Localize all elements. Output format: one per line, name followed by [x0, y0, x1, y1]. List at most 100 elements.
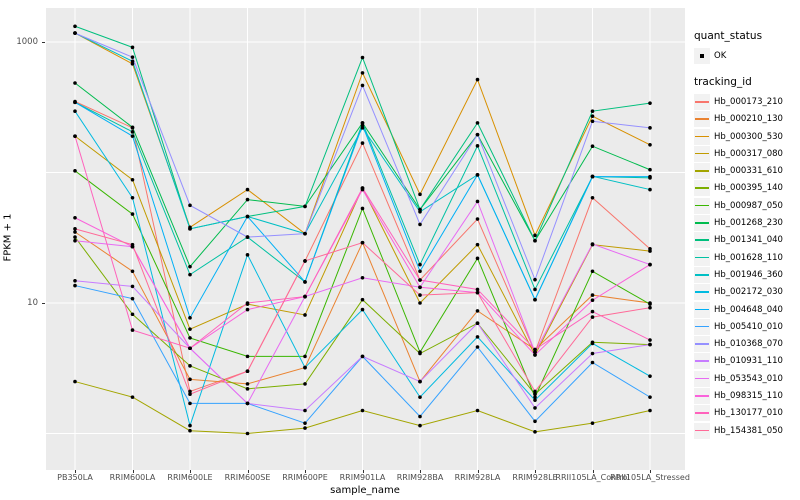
- data-point: [533, 353, 537, 357]
- legend-item-label: Hb_000173_210: [714, 96, 783, 107]
- legend-key-box: [694, 232, 710, 249]
- data-point: [648, 305, 652, 310]
- data-point: [590, 114, 595, 119]
- data-point: [590, 174, 595, 179]
- data-point: [533, 406, 537, 410]
- legend-key-box: [694, 180, 710, 197]
- data-point: [590, 144, 595, 149]
- legend-item-label: Hb_000317_080: [714, 148, 783, 159]
- x-tick-label: PB350LA: [57, 473, 93, 482]
- data-point: [73, 278, 77, 283]
- legend-item-label: Hb_004648_040: [714, 304, 783, 315]
- data-point: [188, 423, 192, 428]
- data-point: [590, 195, 595, 200]
- legend-item-label: Hb_001628_110: [714, 252, 783, 263]
- data-point: [188, 346, 192, 351]
- data-point: [73, 215, 77, 220]
- data-point: [475, 287, 480, 292]
- data-point: [475, 144, 480, 148]
- legend-item-label: Hb_010368_070: [714, 339, 783, 350]
- data-point: [648, 187, 652, 192]
- legend-key-box: [694, 318, 710, 335]
- data-point: [73, 81, 77, 85]
- legend-quant-status: quant_status OK: [694, 30, 798, 64]
- data-point: [130, 130, 135, 134]
- data-point: [73, 169, 77, 173]
- data-point: [648, 126, 652, 130]
- legend-item: Hb_130177_010: [694, 405, 798, 422]
- legend-key-line-icon: [695, 291, 709, 293]
- legend-item-label: Hb_130177_010: [714, 408, 783, 419]
- data-point: [533, 392, 537, 397]
- data-point: [533, 389, 537, 394]
- legend-key-line-icon: [695, 308, 709, 311]
- legend-item-label: OK: [714, 50, 727, 61]
- data-point: [418, 285, 422, 290]
- data-point: [590, 119, 595, 124]
- data-point: [73, 109, 77, 113]
- data-point: [418, 278, 422, 282]
- legend-key-box: [694, 266, 710, 283]
- data-point: [533, 398, 537, 402]
- legend-key-line-icon: [695, 152, 709, 155]
- legend-item-label: Hb_000987_050: [714, 200, 783, 211]
- data-point: [475, 256, 480, 261]
- legend-item-label: Hb_010931_110: [714, 356, 783, 367]
- data-point: [188, 428, 192, 433]
- data-point: [73, 100, 77, 105]
- data-point: [418, 222, 422, 227]
- x-tick-mark: [247, 470, 249, 473]
- data-point: [188, 336, 192, 340]
- legend-title-quant-status: quant_status: [694, 30, 763, 42]
- data-point: [533, 233, 537, 238]
- data-point: [590, 293, 595, 297]
- data-point: [73, 238, 77, 243]
- data-point: [130, 59, 135, 64]
- data-point: [303, 204, 307, 209]
- legend-key-line-icon: [695, 394, 709, 397]
- legend-item: Hb_098315_110: [694, 387, 798, 404]
- data-point: [533, 350, 537, 354]
- data-point: [475, 217, 480, 221]
- data-point: [475, 173, 480, 177]
- x-tick-label: RRIM928LE: [512, 473, 558, 482]
- data-point: [648, 167, 652, 172]
- data-point: [130, 395, 135, 399]
- legend-tracking-id: tracking_id Hb_000173_210 Hb_000210_130 Hb…: [694, 76, 798, 439]
- data-point: [188, 316, 192, 320]
- data-point: [303, 426, 307, 430]
- data-point: [590, 341, 595, 346]
- data-point: [245, 197, 250, 202]
- data-point: [188, 401, 192, 406]
- data-point: [245, 382, 250, 386]
- legend-key-line-icon: [695, 343, 709, 345]
- data-point: [418, 379, 422, 384]
- legend-item-label: Hb_000210_130: [714, 114, 783, 125]
- data-point: [648, 101, 652, 105]
- legend-key-box: [694, 405, 710, 422]
- x-tick-label: RRIM600SE: [224, 473, 271, 482]
- data-point: [590, 309, 595, 314]
- legend-key-line-icon: [695, 222, 709, 224]
- data-point: [130, 242, 135, 247]
- legend-item: Hb_002172_030: [694, 284, 798, 301]
- legend-key-line-icon: [695, 100, 709, 103]
- legend-item-label: Hb_001268_230: [714, 218, 783, 229]
- data-point: [360, 126, 365, 130]
- data-point: [245, 214, 250, 219]
- legend-key-box: [694, 301, 710, 318]
- legend-key-line-icon: [695, 256, 709, 259]
- data-point: [188, 392, 192, 397]
- data-point: [418, 209, 422, 214]
- data-point: [130, 328, 135, 332]
- data-point: [418, 269, 422, 274]
- data-point: [590, 269, 595, 274]
- y-tick-mark: [42, 303, 45, 304]
- legend-key-box: [694, 284, 710, 301]
- data-point: [188, 264, 192, 269]
- data-point: [360, 408, 365, 413]
- legend-key-box: [694, 47, 710, 64]
- data-point: [73, 227, 77, 231]
- data-point: [648, 262, 652, 267]
- data-point: [303, 259, 307, 263]
